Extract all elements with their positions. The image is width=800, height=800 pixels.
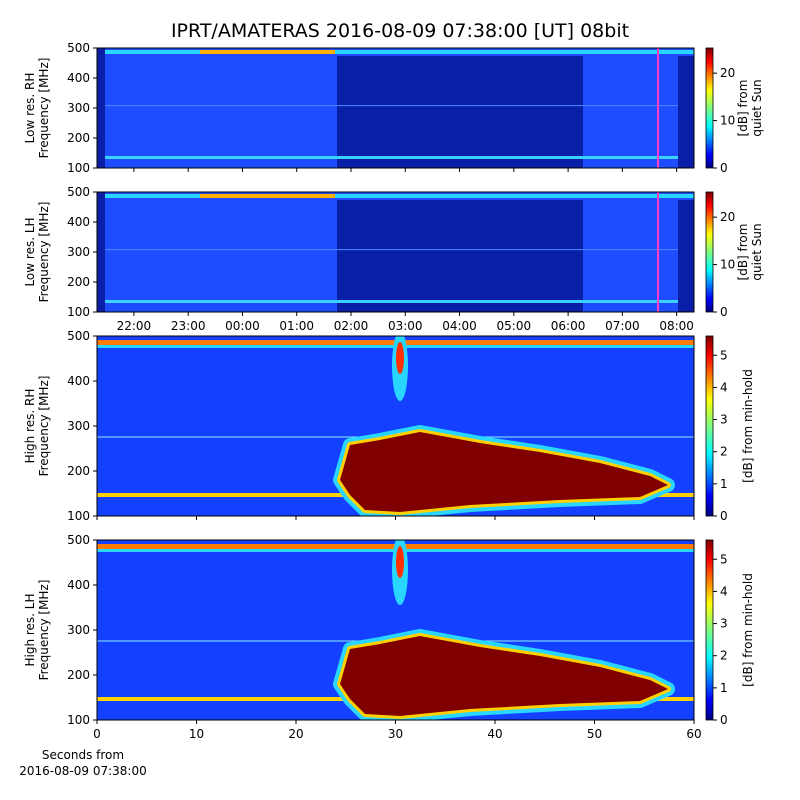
colorbar bbox=[705, 191, 714, 313]
x-tick-label: 06:00 bbox=[551, 319, 586, 333]
spectrogram bbox=[97, 336, 694, 516]
x-tick-label: 05:00 bbox=[497, 319, 532, 333]
x-tick-label: 01:00 bbox=[279, 319, 314, 333]
y-tick-label: 400 bbox=[67, 578, 90, 592]
colorbar-tick-label: 10 bbox=[720, 114, 735, 128]
y-tick-label: 500 bbox=[67, 533, 90, 547]
y-tick-label: 300 bbox=[67, 245, 90, 259]
low-band bbox=[97, 156, 694, 159]
colorbar-tick-label: 20 bbox=[720, 66, 735, 80]
y-tick-label: 100 bbox=[67, 509, 90, 523]
colorbar-label: [dB] from min-hold bbox=[741, 573, 755, 687]
y-tick-label: 500 bbox=[67, 41, 90, 55]
x-tick-label: 50 bbox=[587, 727, 602, 741]
colorbar-tick-label: 1 bbox=[720, 681, 728, 695]
vertical-burst-core bbox=[396, 342, 404, 374]
colorbar-tick-label: 3 bbox=[720, 617, 728, 631]
figure-title: IPRT/AMATERAS 2016-08-09 07:38:00 [UT] 0… bbox=[171, 20, 629, 42]
y-axis-label: Low res. LH bbox=[23, 217, 37, 286]
y-tick-label: 400 bbox=[67, 71, 90, 85]
edge-left bbox=[97, 192, 105, 312]
colorbar-tick-label: 4 bbox=[720, 380, 728, 394]
x-axis-label: Seconds from bbox=[42, 748, 124, 762]
edge-right bbox=[678, 200, 694, 312]
spectrogram bbox=[97, 192, 694, 312]
y-tick-label: 200 bbox=[67, 668, 90, 682]
top-band bbox=[97, 194, 694, 198]
spectrogram bbox=[97, 48, 694, 168]
colorbar-tick-label: 5 bbox=[720, 552, 728, 566]
x-tick-label: 00:00 bbox=[225, 319, 260, 333]
y-tick-label: 300 bbox=[67, 101, 90, 115]
colorbar-label: [dB] from bbox=[736, 224, 750, 281]
colorbar-tick-label: 20 bbox=[720, 210, 735, 224]
burst-core bbox=[340, 636, 668, 716]
colorbar-tick-label: 0 bbox=[720, 305, 728, 319]
colorbar-tick-label: 0 bbox=[720, 713, 728, 727]
y-tick-label: 100 bbox=[67, 305, 90, 319]
y-axis-label: Frequency [MHz] bbox=[37, 376, 51, 477]
colorbar-label: [dB] from min-hold bbox=[741, 369, 755, 483]
x-tick-label: 10 bbox=[189, 727, 204, 741]
x-tick-label: 30 bbox=[388, 727, 403, 741]
colorbar bbox=[705, 47, 714, 169]
x-tick-label: 22:00 bbox=[117, 319, 152, 333]
x-tick-label: 40 bbox=[487, 727, 502, 741]
y-tick-label: 100 bbox=[67, 161, 90, 175]
burst-core bbox=[340, 432, 668, 512]
colorbar-tick-label: 0 bbox=[720, 161, 728, 175]
x-tick-label: 60 bbox=[686, 727, 701, 741]
y-tick-label: 300 bbox=[67, 623, 90, 637]
colorbar-tick-label: 0 bbox=[720, 509, 728, 523]
y-tick-label: 400 bbox=[67, 374, 90, 388]
y-tick-label: 100 bbox=[67, 713, 90, 727]
colorbar bbox=[705, 335, 714, 517]
quiet-block bbox=[337, 56, 583, 168]
colorbar-tick-label: 3 bbox=[720, 413, 728, 427]
y-tick-label: 200 bbox=[67, 131, 90, 145]
y-axis-label: High res. LH bbox=[23, 593, 37, 666]
x-tick-label: 03:00 bbox=[388, 319, 423, 333]
colorbar-tick-label: 4 bbox=[720, 584, 728, 598]
y-tick-label: 200 bbox=[67, 275, 90, 289]
vertical-burst-core bbox=[396, 546, 404, 578]
low-band bbox=[97, 300, 694, 303]
colorbar bbox=[705, 539, 714, 721]
x-axis-label: 2016-08-09 07:38:00 bbox=[19, 764, 146, 778]
y-axis-label: High res. RH bbox=[23, 389, 37, 464]
y-tick-label: 500 bbox=[67, 329, 90, 343]
edge-right bbox=[678, 56, 694, 168]
top-hot bbox=[200, 194, 335, 198]
colorbar-tick-label: 1 bbox=[720, 477, 728, 491]
x-tick-label: 07:00 bbox=[605, 319, 640, 333]
x-tick-label: 04:00 bbox=[442, 319, 477, 333]
y-axis-label: Low res. RH bbox=[23, 73, 37, 144]
x-tick-label: 02:00 bbox=[334, 319, 369, 333]
x-tick-label: 20 bbox=[288, 727, 303, 741]
y-axis-label: Frequency [MHz] bbox=[37, 202, 51, 303]
colorbar-tick-label: 2 bbox=[720, 445, 728, 459]
top-hot bbox=[200, 50, 335, 54]
y-axis-label: Frequency [MHz] bbox=[37, 580, 51, 681]
y-tick-label: 300 bbox=[67, 419, 90, 433]
y-tick-label: 200 bbox=[67, 464, 90, 478]
colorbar-label: [dB] from bbox=[736, 80, 750, 137]
x-tick-label: 08:00 bbox=[659, 319, 694, 333]
top-band bbox=[97, 50, 694, 54]
y-tick-label: 500 bbox=[67, 185, 90, 199]
x-tick-label: 0 bbox=[93, 727, 101, 741]
quiet-block bbox=[337, 200, 583, 312]
colorbar-tick-label: 2 bbox=[720, 649, 728, 663]
edge-left bbox=[97, 48, 105, 168]
colorbar-label: quiet Sun bbox=[750, 79, 764, 136]
y-axis-label: Frequency [MHz] bbox=[37, 58, 51, 159]
colorbar-tick-label: 10 bbox=[720, 258, 735, 272]
colorbar-tick-label: 5 bbox=[720, 348, 728, 362]
y-tick-label: 400 bbox=[67, 215, 90, 229]
colorbar-label: quiet Sun bbox=[750, 223, 764, 280]
spectrogram bbox=[97, 540, 694, 720]
x-tick-label: 23:00 bbox=[171, 319, 206, 333]
